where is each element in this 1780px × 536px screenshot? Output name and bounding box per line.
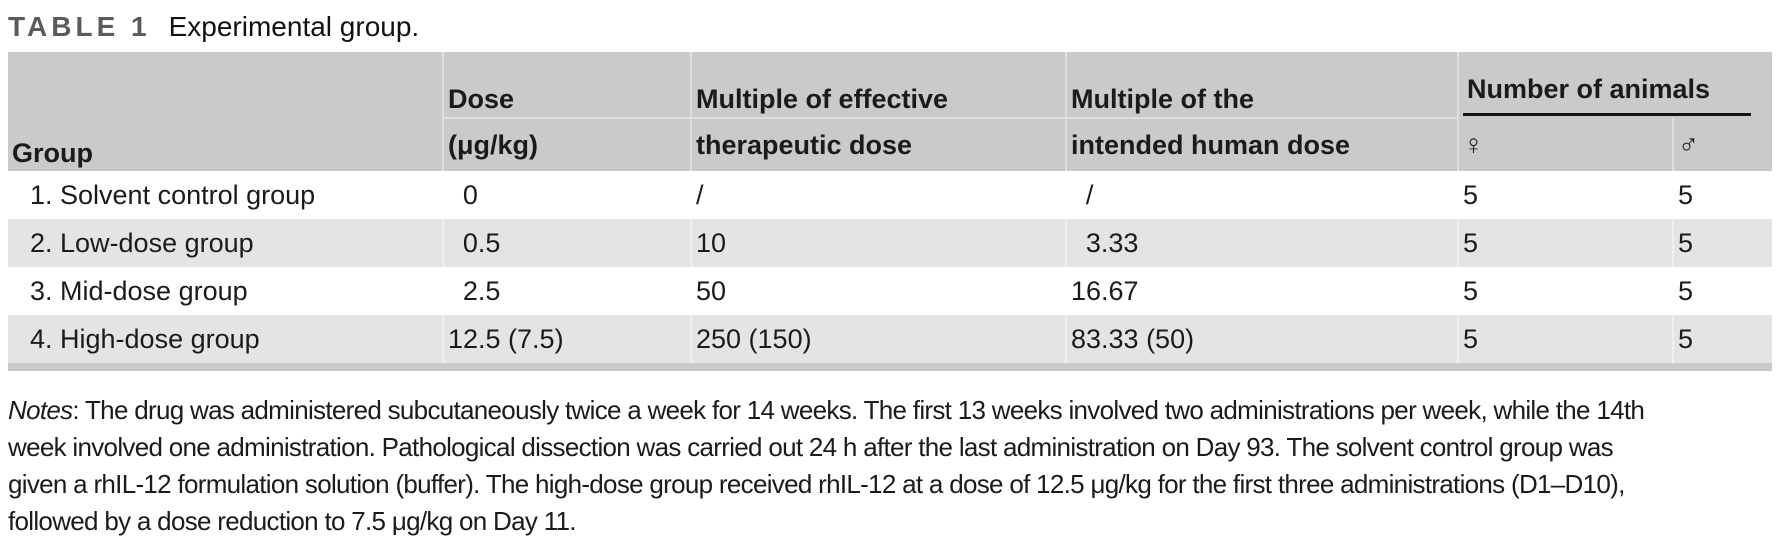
group-cell: 4. High-dose group (8, 315, 443, 363)
multiple-effective-cell: 10 (690, 219, 1066, 267)
table-number-label: TABLE 1 (8, 11, 151, 42)
column-header-dose-line2: (μg/kg) (442, 117, 691, 171)
column-header-dose-line1: Dose (442, 52, 691, 118)
dose-cell: 2.5 (442, 267, 691, 315)
male-symbol-icon: ♂ (1672, 118, 1772, 171)
column-header-group: Group (8, 52, 443, 171)
multiple-effective-cell: 50 (690, 267, 1066, 315)
number-of-animals-underline: Number of animals (1463, 73, 1751, 116)
multiple-effective-cell: 250 (150) (690, 315, 1066, 363)
female-symbol-icon: ♀ (1457, 118, 1673, 171)
male-count-cell: 5 (1672, 315, 1772, 363)
group-cell: 1. Solvent control group (8, 171, 443, 219)
dose-cell: 12.5 (7.5) (442, 315, 691, 363)
column-header-multiple-human-line1: Multiple of the (1065, 52, 1458, 118)
dose-cell: 0.5 (442, 219, 691, 267)
notes-line: Notes: The drug was administered subcuta… (8, 395, 1645, 425)
dose-cell: 0 (442, 171, 691, 219)
male-count-cell: 5 (1672, 219, 1772, 267)
header-row-2: (μg/kg) therapeutic dose intended human … (8, 117, 1772, 171)
notes-line: week involved one administration. Pathol… (8, 432, 1614, 462)
female-count-cell: 5 (1457, 315, 1673, 363)
experimental-group-table: Group Dose Multiple of effective Multipl… (8, 52, 1772, 363)
group-cell: 3. Mid-dose group (8, 267, 443, 315)
table-bottom-rule (8, 363, 1772, 371)
notes-line: followed by a dose reduction to 7.5 μg/k… (8, 506, 577, 536)
table-row: 1. Solvent control group 0 / / 5 5 (8, 171, 1772, 219)
multiple-human-cell: 16.67 (1065, 267, 1458, 315)
column-header-multiple-human-line2: intended human dose (1065, 117, 1458, 171)
column-header-multiple-effective-line2: therapeutic dose (690, 117, 1066, 171)
table-caption: TABLE 1 Experimental group. (8, 0, 1772, 44)
table-body: 1. Solvent control group 0 / / 5 5 2. Lo… (8, 171, 1772, 363)
table-notes: Notes: The drug was administered subcuta… (8, 392, 1772, 536)
header-row-1: Group Dose Multiple of effective Multipl… (8, 52, 1772, 171)
table-title: Experimental group. (168, 11, 420, 42)
notes-line: given a rhIL-12 formulation solution (bu… (8, 469, 1625, 499)
table-row: 4. High-dose group 12.5 (7.5) 250 (150) … (8, 315, 1772, 363)
table-row: 3. Mid-dose group 2.5 50 16.67 5 5 (8, 267, 1772, 315)
table-header: Group Dose Multiple of effective Multipl… (8, 52, 1772, 171)
male-count-cell: 5 (1672, 171, 1772, 219)
table-row: 2. Low-dose group 0.5 10 3.33 5 5 (8, 219, 1772, 267)
male-count-cell: 5 (1672, 267, 1772, 315)
group-cell: 2. Low-dose group (8, 219, 443, 267)
multiple-human-cell: 83.33 (50) (1065, 315, 1458, 363)
multiple-effective-cell: / (690, 171, 1066, 219)
female-count-cell: 5 (1457, 219, 1673, 267)
female-count-cell: 5 (1457, 267, 1673, 315)
multiple-human-cell: / (1065, 171, 1458, 219)
column-header-number-of-animals: Number of animals (1457, 52, 1772, 118)
notes-label: Notes (8, 395, 73, 425)
multiple-human-cell: 3.33 (1065, 219, 1458, 267)
female-count-cell: 5 (1457, 171, 1673, 219)
column-header-multiple-effective-line1: Multiple of effective (690, 52, 1066, 118)
